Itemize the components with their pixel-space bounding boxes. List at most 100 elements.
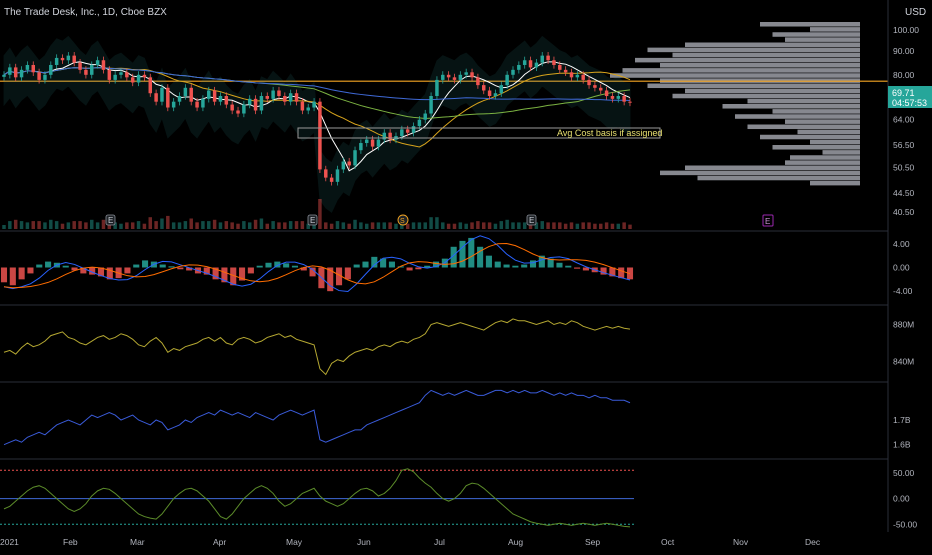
candle-body[interactable] xyxy=(558,64,562,70)
candle-body[interactable] xyxy=(177,96,182,102)
candle-body[interactable] xyxy=(359,143,363,151)
candle-body[interactable] xyxy=(119,72,123,75)
candle-body[interactable] xyxy=(517,64,521,70)
price-axis[interactable]: 100.0090.0080.0072.0064.0056.5050.5044.5… xyxy=(893,25,919,529)
candle-body[interactable] xyxy=(183,87,188,97)
candle-body[interactable] xyxy=(125,72,129,78)
candle-body[interactable] xyxy=(90,64,94,75)
candle-body[interactable] xyxy=(113,74,117,80)
candle-body[interactable] xyxy=(446,74,451,78)
dividend-marker[interactable]: S xyxy=(397,214,409,226)
candle-body[interactable] xyxy=(370,139,375,147)
candle-body[interactable] xyxy=(329,177,334,182)
candle-body[interactable] xyxy=(31,64,35,73)
candle-body[interactable] xyxy=(505,74,509,86)
candle-body[interactable] xyxy=(411,126,416,133)
candle-body[interactable] xyxy=(487,90,492,97)
candle-body[interactable] xyxy=(324,169,328,178)
candle-body[interactable] xyxy=(265,96,270,99)
candle-body[interactable] xyxy=(481,85,486,91)
candle-body[interactable] xyxy=(429,96,433,114)
candle-body[interactable] xyxy=(107,69,112,80)
candle-body[interactable] xyxy=(622,96,626,102)
candle-body[interactable] xyxy=(312,101,316,108)
candle-body[interactable] xyxy=(546,55,550,61)
candle-body[interactable] xyxy=(283,96,287,102)
candle-body[interactable] xyxy=(72,55,76,63)
candle-body[interactable] xyxy=(49,64,53,75)
candle-body[interactable] xyxy=(101,60,106,70)
candle-body[interactable] xyxy=(306,107,310,111)
candle-body[interactable] xyxy=(493,93,498,97)
candle-body[interactable] xyxy=(423,113,427,120)
candle-body[interactable] xyxy=(318,101,322,170)
candle-body[interactable] xyxy=(130,77,135,83)
candle-body[interactable] xyxy=(294,93,299,102)
candle-body[interactable] xyxy=(37,72,41,80)
future-earnings-marker[interactable]: E xyxy=(762,214,774,227)
candle-body[interactable] xyxy=(300,101,305,111)
candle-body[interactable] xyxy=(616,96,621,99)
candle-body[interactable] xyxy=(253,98,258,111)
candle-body[interactable] xyxy=(25,64,30,70)
candle-body[interactable] xyxy=(417,119,422,127)
candle-body[interactable] xyxy=(271,90,275,99)
candle-body[interactable] xyxy=(534,62,539,68)
candle-body[interactable] xyxy=(171,101,176,108)
candle-body[interactable] xyxy=(458,74,463,80)
candle-body[interactable] xyxy=(364,139,369,144)
candle-body[interactable] xyxy=(628,101,632,103)
candle-body[interactable] xyxy=(353,150,357,166)
candle-body[interactable] xyxy=(476,77,480,86)
candle-body[interactable] xyxy=(382,132,387,140)
candle-body[interactable] xyxy=(388,132,392,140)
candle-body[interactable] xyxy=(247,98,252,105)
candle-body[interactable] xyxy=(54,57,59,65)
candle-body[interactable] xyxy=(347,161,351,166)
candle-body[interactable] xyxy=(148,77,153,94)
earnings-marker[interactable]: E xyxy=(307,214,318,226)
candle-body[interactable] xyxy=(599,87,603,91)
candle-body[interactable] xyxy=(610,96,615,99)
candle-body[interactable] xyxy=(230,104,234,111)
candle-body[interactable] xyxy=(218,96,223,102)
candle-body[interactable] xyxy=(95,60,100,65)
candle-body[interactable] xyxy=(78,62,82,70)
candle-body[interactable] xyxy=(166,87,170,108)
candle-body[interactable] xyxy=(189,87,193,102)
earnings-marker[interactable]: E xyxy=(526,214,537,226)
obv-pane[interactable] xyxy=(3,318,631,376)
candle-body[interactable] xyxy=(499,85,504,94)
candle-body[interactable] xyxy=(154,93,158,102)
candle-body[interactable] xyxy=(207,90,211,99)
candle-body[interactable] xyxy=(604,90,609,97)
candle-body[interactable] xyxy=(452,77,457,80)
candle-body[interactable] xyxy=(587,79,591,86)
candle-body[interactable] xyxy=(470,72,474,78)
candle-body[interactable] xyxy=(405,129,410,133)
candle-body[interactable] xyxy=(563,69,568,73)
candle-body[interactable] xyxy=(212,90,217,102)
candle-body[interactable] xyxy=(341,161,346,170)
avg-cost-annotation[interactable]: Avg Cost basis if assigned xyxy=(297,127,662,139)
candle-body[interactable] xyxy=(575,74,580,78)
candle-body[interactable] xyxy=(435,79,439,97)
candle-body[interactable] xyxy=(522,60,527,65)
candle-body[interactable] xyxy=(528,60,533,68)
candle-body[interactable] xyxy=(242,104,246,114)
candle-body[interactable] xyxy=(19,69,24,78)
candle-body[interactable] xyxy=(335,169,340,182)
candle-body[interactable] xyxy=(376,139,381,147)
time-axis[interactable]: 2021 Feb Mar Apr May Jun Jul Aug Sep Oct Nov Dec xyxy=(0,537,821,547)
candle-body[interactable] xyxy=(8,67,12,75)
oscillator-pane[interactable] xyxy=(0,468,634,528)
candle-body[interactable] xyxy=(160,87,164,102)
candle-body[interactable] xyxy=(195,101,199,108)
candle-body[interactable] xyxy=(464,72,468,75)
candle-body[interactable] xyxy=(552,60,556,65)
macd-pane[interactable] xyxy=(0,235,634,293)
candle-body[interactable] xyxy=(142,74,147,78)
candle-body[interactable] xyxy=(569,72,574,78)
